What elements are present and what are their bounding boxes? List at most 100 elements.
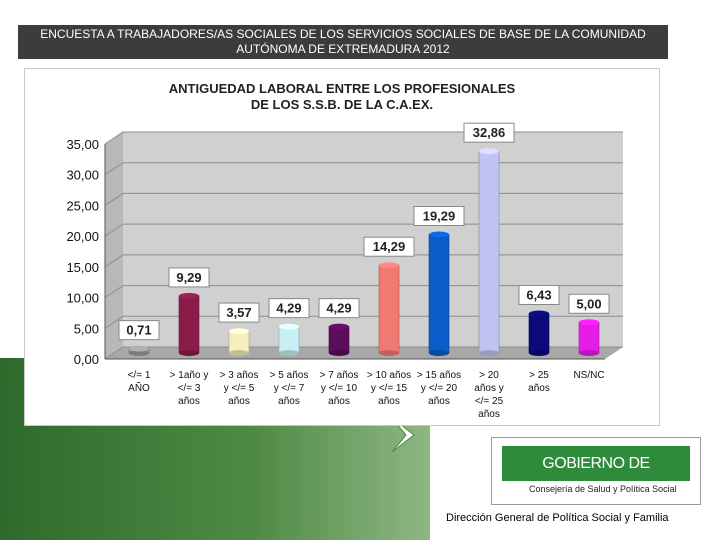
value-label-box (268, 298, 310, 319)
x-tick-label: NS/NC (573, 370, 604, 381)
x-tick-label: </= 25 (475, 396, 504, 407)
x-tick-label: años (478, 409, 500, 420)
bar-base (329, 350, 349, 356)
bar-base (579, 350, 599, 356)
x-tick-label: > 3 años (220, 370, 259, 381)
y-tick-label: 10,00 (66, 291, 99, 306)
chart-title-line-1: ANTIGUEDAD LABORAL ENTRE LOS PROFESIONAL… (169, 81, 516, 96)
x-tick-label: y </= 10 (321, 383, 358, 394)
x-tick-label: y </= 5 (224, 383, 255, 394)
value-label: 5,00 (576, 296, 601, 311)
y-tick-label: 15,00 (66, 260, 99, 275)
x-tick-label: años (378, 396, 400, 407)
bar-2 (178, 295, 200, 354)
x-tick-label: > 7 años (320, 370, 359, 381)
gridline (104, 254, 623, 268)
x-tick-label: </= 3 (178, 383, 201, 394)
bar-chart: ANTIGUEDAD LABORAL ENTRE LOS PROFESIONAL… (66, 81, 623, 420)
bar-top (179, 292, 199, 299)
bar-base (529, 350, 549, 356)
bar-7 (428, 234, 450, 354)
page-header: ENCUESTA A TRABAJADORES/AS SOCIALES DE L… (18, 25, 668, 59)
x-tick-label: AÑO (128, 381, 150, 394)
value-label-box (318, 298, 360, 319)
gridline (104, 162, 623, 176)
value-label-box (363, 236, 415, 257)
value-label-box (168, 267, 210, 288)
bar-top (379, 262, 399, 269)
bar-top (279, 323, 299, 330)
gridline (104, 192, 623, 206)
y-tick-label: 5,00 (74, 321, 99, 336)
bar-3 (228, 330, 250, 354)
bar-base (479, 350, 499, 356)
bar-6 (378, 264, 400, 354)
x-tick-label: años (178, 396, 200, 407)
bar-8 (478, 150, 500, 354)
x-tick-label: y </= 7 (274, 383, 305, 394)
value-label: 9,29 (176, 270, 201, 285)
x-tick-label: años (228, 396, 250, 407)
x-tick-label: años (278, 396, 300, 407)
x-tick-label: </= 1 (128, 370, 151, 381)
y-tick-label: 30,00 (66, 168, 99, 183)
x-tick-label: años y (474, 383, 503, 394)
chart-title-line-2: DE LOS S.S.B. DE LA C.A.EX. (251, 97, 433, 112)
y-tick-label: 20,00 (66, 229, 99, 244)
value-label-box (518, 285, 560, 306)
bar-base (179, 350, 199, 356)
value-label-box (413, 206, 465, 227)
header-line-2: AUTÓNOMA DE EXTREMADURA 2012 (236, 42, 450, 56)
bar-5 (328, 326, 350, 354)
chart-frame: ANTIGUEDAD LABORAL ENTRE LOS PROFESIONAL… (24, 68, 660, 426)
bar-base (379, 350, 399, 356)
value-label-box (568, 293, 610, 314)
x-tick-label: > 15 años (417, 370, 461, 381)
bar-base (429, 350, 449, 356)
chart-side-wall (105, 132, 123, 359)
x-tick-label: años (528, 383, 550, 394)
x-tick-label: > 25 (529, 370, 549, 381)
gridline (104, 285, 623, 298)
x-tick-label: > 5 años (270, 370, 309, 381)
value-label: 6,43 (526, 288, 551, 303)
value-label: 0,71 (126, 323, 151, 338)
value-label: 4,29 (326, 301, 351, 316)
value-label: 14,29 (373, 239, 406, 254)
value-label-box (218, 302, 260, 323)
y-tick-label: 0,00 (74, 352, 99, 367)
logo-title: GOBIERNO DE EXTREMADURA (502, 446, 690, 507)
value-label-box (118, 320, 160, 341)
x-tick-label: > 10 años (367, 370, 411, 381)
bar-base (129, 350, 149, 356)
gridline (104, 346, 623, 360)
value-label: 3,57 (226, 305, 251, 320)
bar-top (579, 319, 599, 326)
value-label: 19,29 (423, 209, 456, 224)
value-label: 4,29 (276, 301, 301, 316)
arrow-decoration-icon (392, 418, 415, 452)
x-tick-label: años (328, 396, 350, 407)
bar-top (229, 328, 249, 335)
value-label-box (463, 122, 515, 143)
x-tick-label: > 20 (479, 370, 499, 381)
bar-top (479, 148, 499, 155)
bar-base (229, 350, 249, 356)
value-label: 32,86 (473, 125, 506, 140)
bar-top (129, 345, 149, 352)
bar-4 (278, 326, 300, 354)
x-tick-label: y </= 15 (371, 383, 408, 394)
y-tick-label: 25,00 (66, 198, 99, 213)
x-tick-label: > 1año y (170, 370, 209, 381)
x-tick-label: y </= 20 (421, 383, 458, 394)
header-line-1: ENCUESTA A TRABAJADORES/AS SOCIALES DE L… (40, 27, 646, 41)
government-logo: GOBIERNO DE EXTREMADURA Consejería de Sa… (491, 437, 701, 507)
bar-top (429, 231, 449, 238)
footer-text: Dirección General de Política Social y F… (446, 512, 669, 524)
y-tick-label: 35,00 (66, 137, 99, 152)
gridline (104, 131, 623, 145)
bar-base (279, 350, 299, 356)
x-tick-label: años (428, 396, 450, 407)
logo-subtitle: Consejería de Salud y Política Social (529, 484, 677, 494)
gridline (104, 315, 623, 329)
